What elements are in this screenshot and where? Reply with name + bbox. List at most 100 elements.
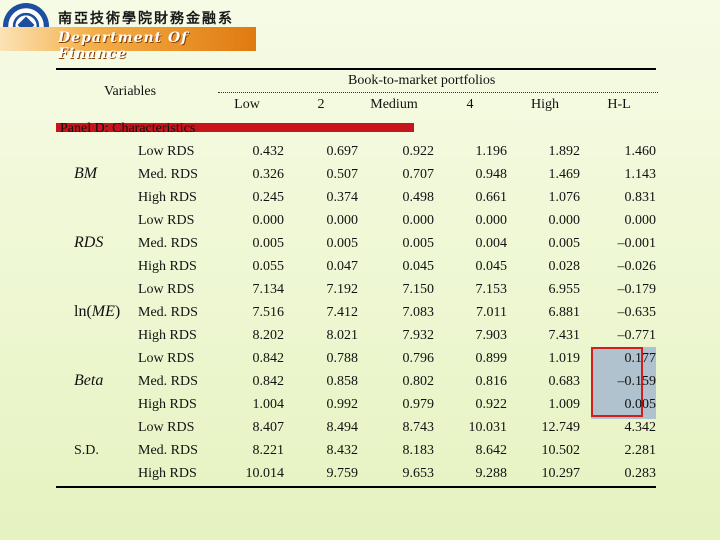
table-cell: –0.159 (617, 374, 657, 389)
table-cell: 9.653 (402, 466, 435, 481)
table-cell: 0.055 (252, 259, 285, 274)
table-cell: 0.498 (402, 190, 435, 205)
table-cell: 0.842 (252, 374, 285, 389)
table-cell: 1.460 (624, 144, 657, 159)
table-cell: 0.326 (252, 167, 285, 182)
table-cell: 0.899 (475, 351, 508, 366)
table-cell: 8.221 (252, 443, 285, 458)
table-cell: 0.005 (326, 236, 359, 251)
group-label: RDS (74, 234, 104, 251)
column-header: 2 (317, 97, 325, 112)
table-cell: 10.502 (541, 443, 581, 458)
row-sublabel: Med. RDS (138, 443, 198, 458)
table-cell: 0.045 (475, 259, 508, 274)
table-cell: 6.955 (548, 282, 581, 297)
table-cell: 0.000 (624, 213, 657, 228)
panel-label: Panel D: Characteristics (60, 121, 196, 136)
table-cell: 7.412 (326, 305, 359, 320)
table-cell: –0.026 (617, 259, 657, 274)
table-cell: 10.014 (245, 466, 285, 481)
table-cell: 0.507 (326, 167, 359, 182)
table-cell: 0.992 (326, 397, 359, 412)
group-label: Beta (74, 372, 104, 389)
table-cell: 0.000 (252, 213, 285, 228)
table-cell: 0.000 (402, 213, 435, 228)
table-cell: 0.816 (475, 374, 508, 389)
slide-header: 南亞技術學院財務金融系 Department Of Finance (0, 0, 720, 62)
school-name: 南亞技術學院財務金融系 (58, 11, 234, 27)
table-cell: 0.005 (548, 236, 581, 251)
table-cell: 8.183 (402, 443, 435, 458)
table-cell: 8.407 (252, 420, 285, 435)
table-cell: 10.031 (468, 420, 508, 435)
row-sublabel: Med. RDS (138, 374, 198, 389)
table-cell: 0.000 (548, 213, 581, 228)
table-cell: 0.796 (402, 351, 435, 366)
row-sublabel: Med. RDS (138, 236, 198, 251)
group-label: ln(ME) (74, 303, 121, 320)
table-cell: 12.749 (541, 420, 581, 435)
table-cell: 8.021 (326, 328, 359, 343)
table-cell: 0.842 (252, 351, 285, 366)
table-cell: 0.707 (402, 167, 435, 182)
row-sublabel: High RDS (138, 466, 197, 481)
table-cell: 0.831 (624, 190, 657, 205)
table-cell: 9.759 (326, 466, 359, 481)
column-header: Low (234, 97, 260, 112)
table-cell: 0.374 (326, 190, 359, 205)
table-cell: 0.788 (326, 351, 359, 366)
table-cell: 0.922 (475, 397, 508, 412)
table-cell: 7.011 (476, 305, 507, 320)
table-cell: 0.858 (326, 374, 359, 389)
table-cell: 0.245 (252, 190, 285, 205)
column-header: High (531, 97, 559, 112)
table-cell: 1.009 (548, 397, 581, 412)
table-cell: 8.202 (252, 328, 285, 343)
table-top-rule (56, 68, 656, 70)
table-cell: 6.881 (548, 305, 581, 320)
table-cell: 1.892 (548, 144, 581, 159)
row-sublabel: Low RDS (138, 420, 195, 435)
table-cell: 2.281 (624, 443, 657, 458)
table-cell: 1.143 (624, 167, 657, 182)
row-sublabel: High RDS (138, 190, 197, 205)
table-cell: 7.153 (475, 282, 508, 297)
table-cell: 0.005 (402, 236, 435, 251)
table-cell: 1.076 (548, 190, 581, 205)
table-cell: 8.642 (475, 443, 508, 458)
table-cell: 7.134 (252, 282, 285, 297)
table-cell: 1.004 (252, 397, 285, 412)
table-cell: 7.083 (402, 305, 435, 320)
table-cell: 7.150 (402, 282, 435, 297)
table-cell: 7.516 (252, 305, 285, 320)
table-cell: 0.979 (402, 397, 435, 412)
group-underline (218, 92, 658, 93)
table-cell: 0.683 (548, 374, 581, 389)
table-cell: –0.179 (617, 282, 657, 297)
row-sublabel: Low RDS (138, 351, 195, 366)
table-cell: 8.432 (326, 443, 359, 458)
table-cell: 10.297 (541, 466, 581, 481)
table-cell: 0.948 (475, 167, 508, 182)
table-cell: 7.932 (402, 328, 435, 343)
row-sublabel: Med. RDS (138, 167, 198, 182)
table-cell: 0.047 (326, 259, 359, 274)
column-header: Medium (370, 97, 418, 112)
table-cell: 1.196 (475, 144, 508, 159)
table-cell: 0.004 (475, 236, 508, 251)
hl-highlight-box (591, 347, 656, 419)
table-cell: –0.635 (617, 305, 657, 320)
table-cell: 0.697 (326, 144, 359, 159)
table-cell: 0.005 (252, 236, 285, 251)
table-cell: 0.177 (624, 351, 657, 366)
group-label: S.D. (74, 443, 99, 458)
table-cell: 9.288 (475, 466, 508, 481)
row-sublabel: High RDS (138, 328, 197, 343)
table-cell: 1.469 (548, 167, 581, 182)
department-banner: Department Of Finance (0, 27, 256, 62)
department-name: Department Of Finance (58, 30, 189, 62)
table-cell: 0.661 (475, 190, 508, 205)
table-cell: 7.903 (475, 328, 508, 343)
table-cell: 0.045 (402, 259, 435, 274)
table-cell: 8.743 (402, 420, 435, 435)
